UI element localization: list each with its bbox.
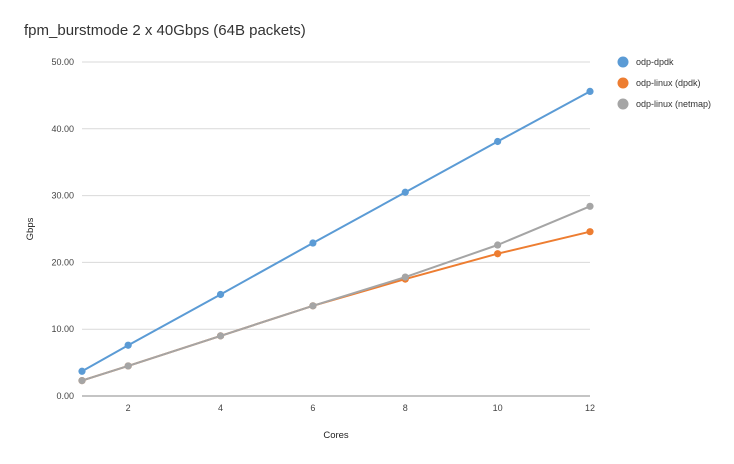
x-tick-label: 10 <box>493 403 503 413</box>
legend-marker <box>617 98 629 110</box>
data-point <box>124 341 132 349</box>
legend-marker <box>617 77 629 89</box>
x-tick-label: 2 <box>126 403 131 413</box>
y-tick-label: 10.00 <box>51 324 74 334</box>
data-point <box>78 377 86 385</box>
x-tick-label: 12 <box>585 403 595 413</box>
data-point <box>401 273 409 281</box>
data-point <box>586 202 594 210</box>
data-point <box>401 188 409 196</box>
y-tick-label: 40.00 <box>51 124 74 134</box>
data-point <box>494 241 502 249</box>
legend-label: odp-linux (netmap) <box>636 99 711 109</box>
data-point <box>78 367 86 375</box>
y-tick-label: 0.00 <box>56 391 74 401</box>
data-point <box>309 302 317 310</box>
x-tick-label: 4 <box>218 403 223 413</box>
x-tick-label: 8 <box>403 403 408 413</box>
series-line-1 <box>81 230 591 382</box>
x-tick-label: 6 <box>310 403 315 413</box>
data-point <box>586 228 594 236</box>
y-tick-label: 50.00 <box>51 57 74 67</box>
legend-marker <box>617 56 629 68</box>
chart-title: fpm_burstmode 2 x 40Gbps (64B packets) <box>24 22 306 39</box>
data-point <box>586 87 594 95</box>
y-axis-title: Gbps <box>25 217 36 240</box>
legend-label: odp-linux (dpdk) <box>636 78 701 88</box>
data-point <box>494 250 502 258</box>
data-point <box>494 137 502 146</box>
data-point <box>216 290 225 299</box>
y-tick-label: 30.00 <box>51 191 74 201</box>
x-axis-title: Cores <box>323 430 349 441</box>
y-tick-label: 20.00 <box>51 257 74 267</box>
series-line-2 <box>81 205 591 382</box>
data-point <box>124 362 132 370</box>
data-point <box>309 239 317 247</box>
data-point <box>216 332 225 340</box>
legend-label: odp-dpdk <box>636 57 674 67</box>
